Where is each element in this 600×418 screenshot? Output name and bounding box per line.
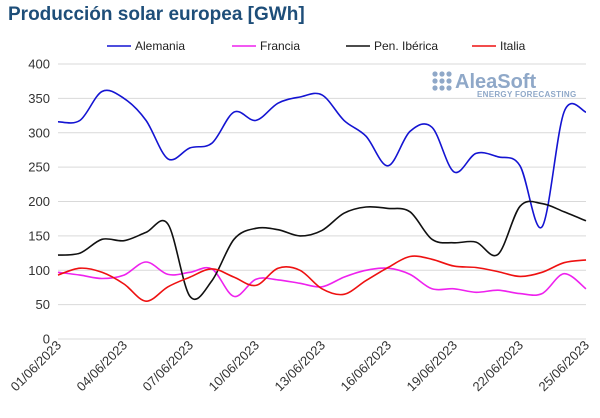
series-line-alemania <box>57 89 587 229</box>
y-tick-label: 400 <box>28 57 50 72</box>
y-tick-label: 0 <box>43 332 50 347</box>
series-lines <box>57 89 587 303</box>
x-tick-label: 07/06/2023 <box>139 338 196 395</box>
aleasoft-watermark: AleaSoft ENERGY FORECASTING <box>432 71 576 99</box>
watermark-brand: AleaSoft <box>455 71 536 93</box>
y-axis-ticks: 0 50 100 150 200 250 300 350 400 <box>28 57 50 347</box>
aleasoft-logo-icon <box>432 71 452 91</box>
x-tick-label: 13/06/2023 <box>271 338 328 395</box>
series-line-francia <box>57 261 587 298</box>
watermark-tagline: ENERGY FORECASTING <box>477 90 577 99</box>
y-tick-label: 200 <box>28 194 50 209</box>
x-tick-label: 22/06/2023 <box>469 338 526 395</box>
grid-lines <box>58 63 586 340</box>
legend-label-francia: Francia <box>260 39 300 53</box>
y-tick-label: 150 <box>28 228 50 243</box>
x-tick-label: 01/06/2023 <box>7 338 64 395</box>
legend-label-pen-ib-rica: Pen. Ibérica <box>374 39 438 53</box>
series-line-italia <box>57 255 587 303</box>
chart-title: Producción solar europea [GWh] <box>8 4 305 25</box>
legend-label-italia: Italia <box>500 39 526 53</box>
x-tick-label: 19/06/2023 <box>403 338 460 395</box>
series-line-pen-ib-rica <box>57 200 587 301</box>
y-tick-label: 100 <box>28 263 50 278</box>
y-tick-label: 50 <box>36 297 50 312</box>
x-tick-label: 04/06/2023 <box>73 338 130 395</box>
x-axis-ticks: 01/06/2023 04/06/2023 07/06/2023 10/06/2023… <box>7 338 592 395</box>
legend-label-alemania: Alemania <box>135 39 185 53</box>
x-tick-label: 10/06/2023 <box>205 338 262 395</box>
y-tick-label: 300 <box>28 125 50 140</box>
x-tick-label: 25/06/2023 <box>535 338 592 395</box>
legend: Alemania Francia Pen. Ibérica Italia <box>107 39 526 53</box>
y-tick-label: 250 <box>28 160 50 175</box>
x-tick-label: 16/06/2023 <box>337 338 394 395</box>
y-tick-label: 350 <box>28 91 50 106</box>
